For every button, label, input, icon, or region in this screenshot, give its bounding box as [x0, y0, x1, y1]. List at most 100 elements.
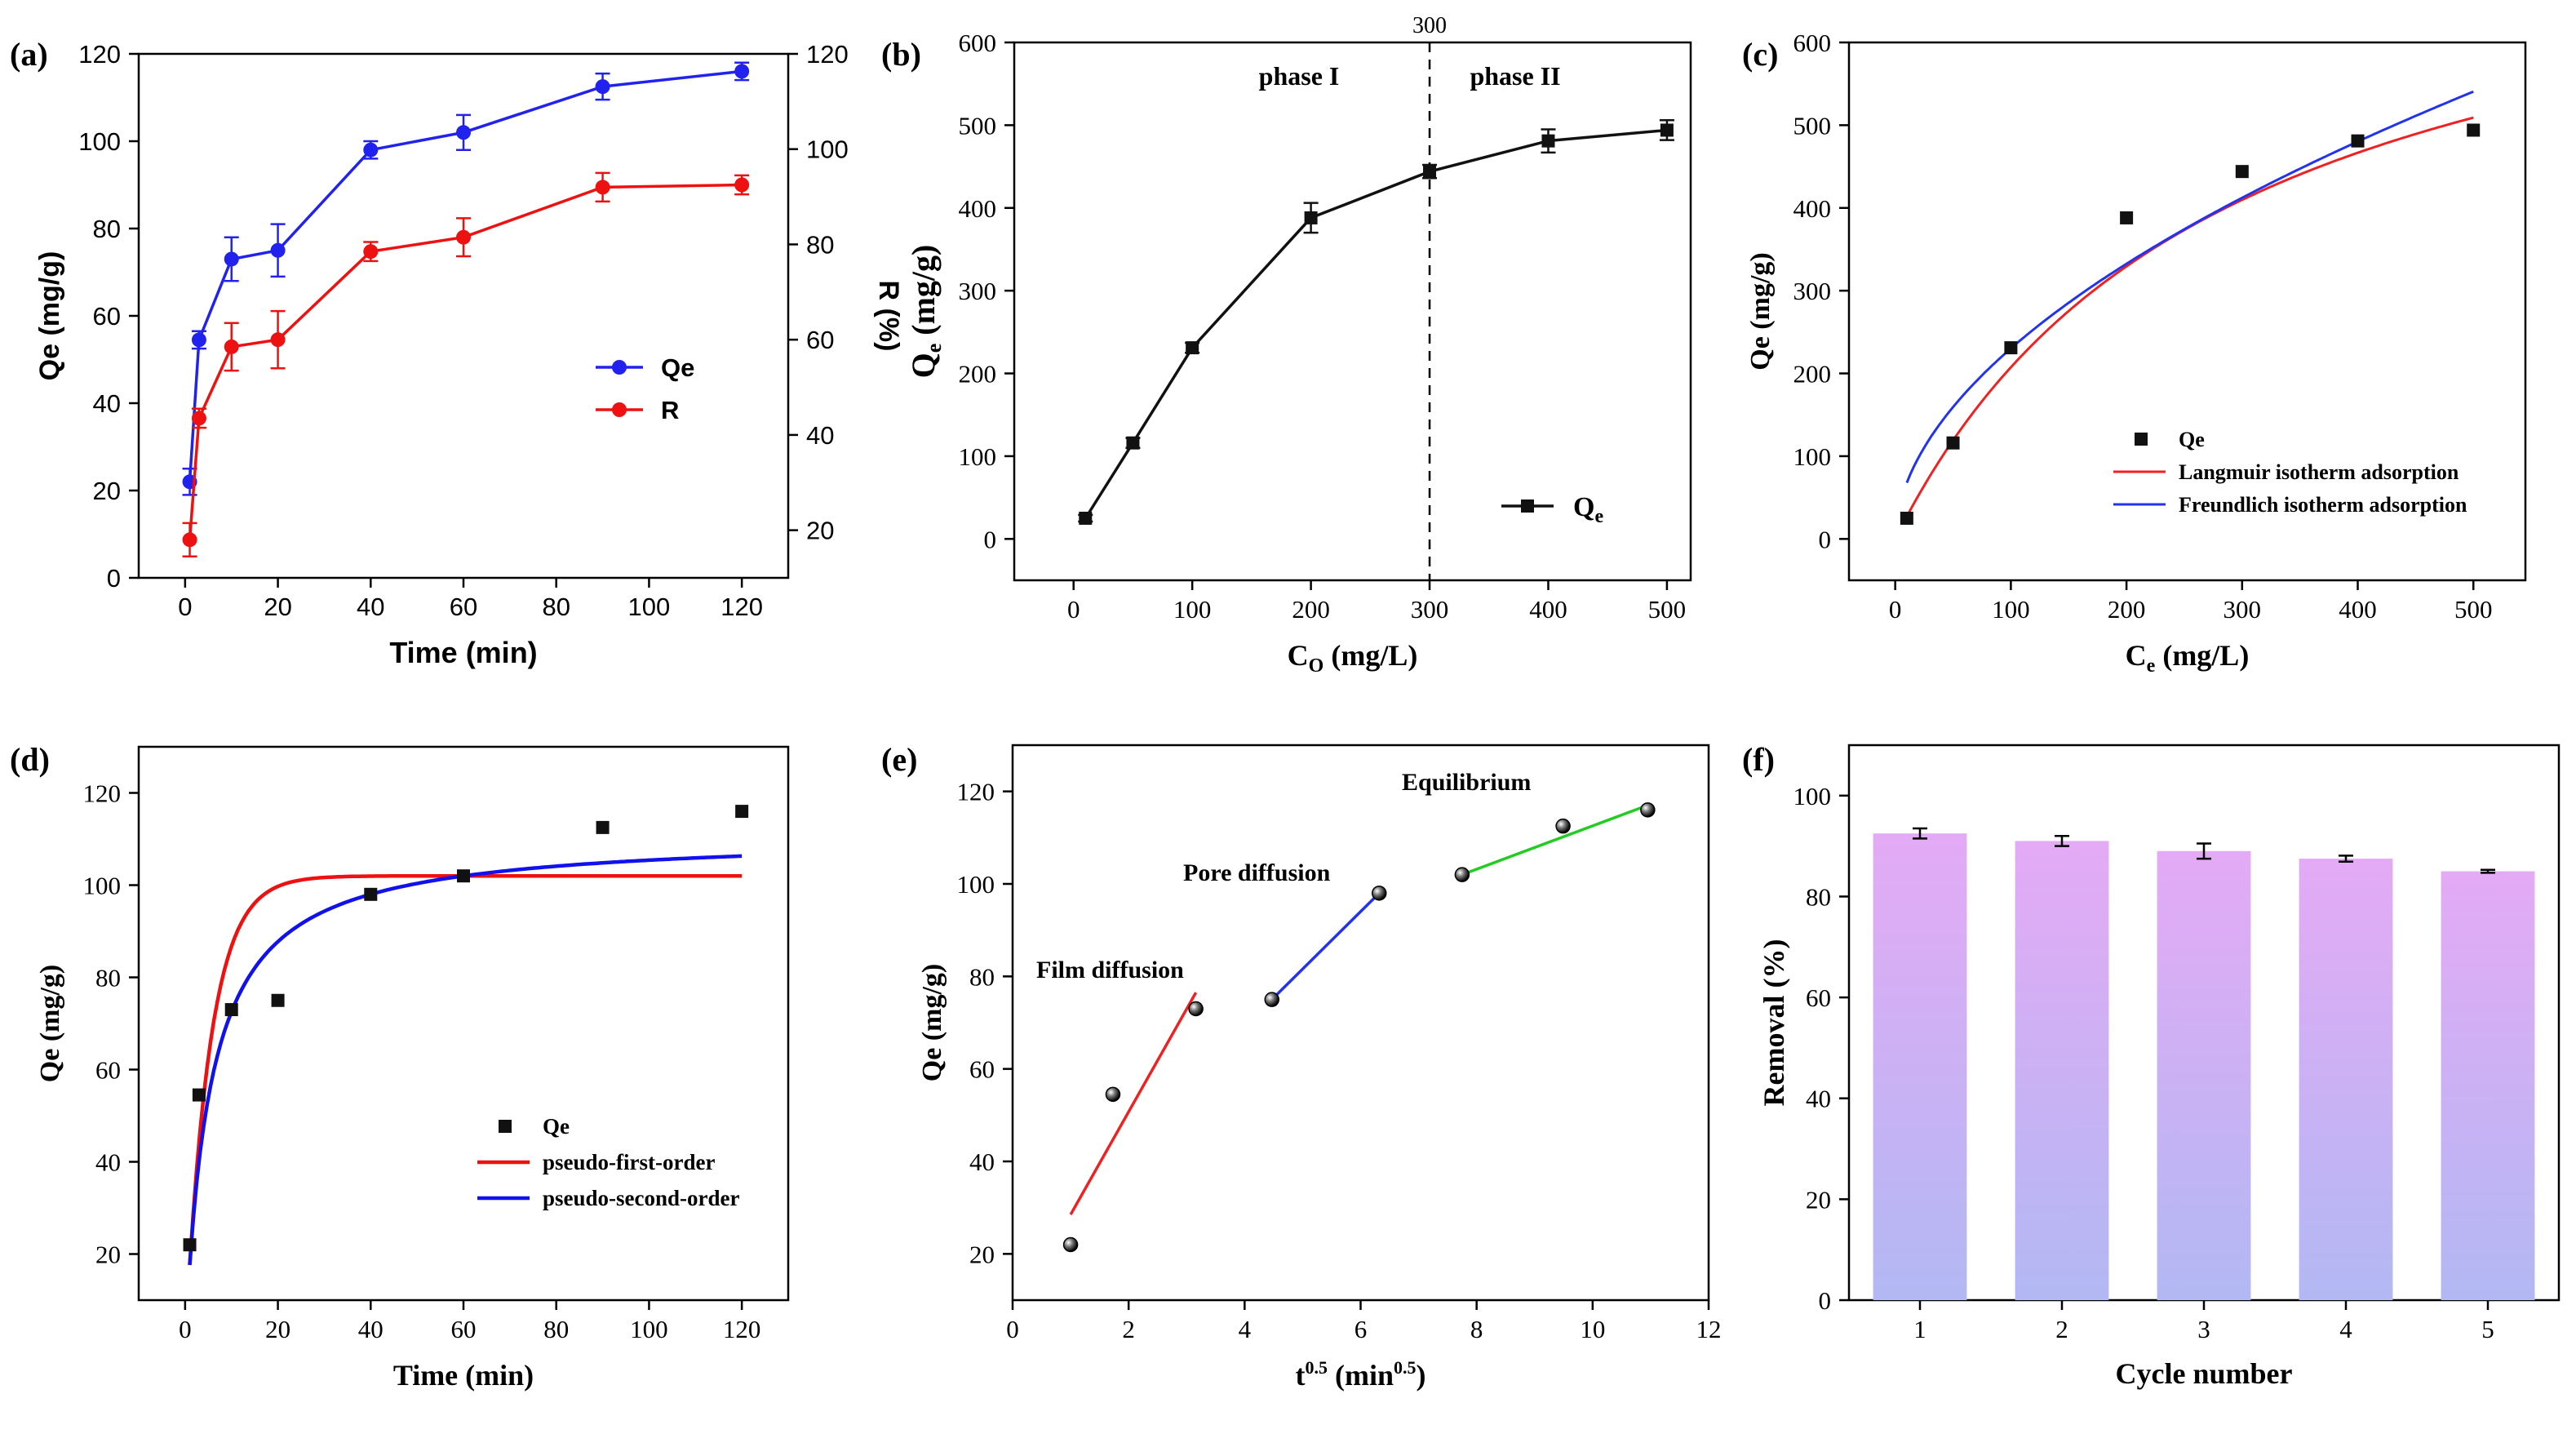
x-tick-label: 60	[450, 593, 477, 621]
error-bar	[1913, 827, 1927, 840]
x-axis-label: Time (min)	[393, 1359, 534, 1392]
data-point	[2467, 123, 2481, 137]
y-right-tick-label: 100	[806, 135, 849, 164]
x-tick-label: 400	[1529, 595, 1567, 624]
fit-curve	[1905, 116, 2474, 517]
data-point	[1660, 123, 1674, 137]
data-point	[1264, 992, 1279, 1007]
x-tick-label: 1	[1913, 1315, 1926, 1343]
y-right-tick-label: 120	[806, 40, 849, 69]
x-tick-label: 20	[265, 1315, 290, 1343]
panel-label: (e)	[881, 741, 917, 778]
error-bar	[2339, 855, 2353, 864]
panel-e: (e) 0 2 4 6 8 10 12 20 40 60 80 100 120 t0.5 (min0.5) Q…	[881, 741, 1722, 1392]
data-point	[456, 229, 471, 245]
y-axis-label: Qe (mg/g)	[917, 964, 947, 1081]
data-point	[183, 1238, 197, 1252]
x-tick-label: 300	[2224, 595, 2262, 624]
x-tick-label: 40	[358, 1315, 384, 1343]
x-tick-label: 5	[2481, 1315, 2494, 1343]
data-point	[224, 251, 239, 267]
legend-label: pseudo-second-order	[543, 1186, 740, 1210]
legend-marker	[612, 360, 627, 375]
x-tick-label: 0	[178, 593, 192, 621]
x-tick-label: 300	[1411, 595, 1449, 624]
error-bar	[2197, 842, 2211, 860]
x-axis-label: Cycle number	[2116, 1357, 2293, 1390]
y-tick-label: 20	[1806, 1185, 1831, 1214]
data-point	[1079, 511, 1093, 525]
x-tick-label: 80	[543, 1315, 569, 1343]
data-point	[1371, 886, 1387, 901]
data-point	[2351, 134, 2365, 148]
y-tick-label: 80	[93, 215, 121, 243]
y-tick-label: 60	[95, 1056, 121, 1085]
y-right-axis-label: R (%)	[873, 281, 904, 352]
series-line	[1084, 128, 1668, 519]
stage-label: Pore diffusion	[1183, 859, 1331, 886]
x-tick-label: 100	[628, 593, 671, 621]
y-tick-label: 20	[93, 477, 121, 505]
data-point	[364, 887, 378, 901]
fit-segment	[1461, 804, 1648, 877]
data-point	[1188, 1001, 1204, 1017]
data-point	[1304, 211, 1318, 224]
legend-label: Qe	[543, 1114, 570, 1139]
y-tick-label: 600	[1793, 29, 1832, 57]
data-point	[2120, 211, 2134, 224]
y-tick-label: 0	[107, 564, 121, 593]
panel-label: (a)	[10, 36, 48, 73]
data-point	[1186, 341, 1199, 355]
x-tick-label: 2	[1122, 1315, 1135, 1343]
legend-label: Qe	[661, 353, 694, 382]
data-point	[191, 411, 206, 426]
data-point	[270, 242, 286, 258]
data-point	[734, 177, 750, 193]
legend-marker	[1521, 499, 1534, 513]
x-tick-label: 0	[1006, 1315, 1019, 1343]
x-tick-label: 4	[2339, 1315, 2352, 1343]
fit-segment	[1270, 892, 1381, 1001]
bar	[1873, 833, 1967, 1300]
panel-d: (d) 0 20 40 60 80 100 120 20 40 60 80 100 120 Time (mi…	[10, 741, 790, 1392]
y-tick-label: 80	[1806, 882, 1831, 911]
x-axis-label: Time (min)	[389, 636, 537, 669]
x-tick-label: 0	[1067, 595, 1080, 624]
y-tick-label: 500	[959, 111, 997, 140]
x-axis-label: CO (mg/L)	[1288, 639, 1418, 677]
y-tick-label: 400	[1793, 194, 1832, 223]
y-tick-label: 0	[1819, 1286, 1832, 1315]
data-point	[735, 805, 749, 819]
data-point	[596, 820, 610, 834]
y-tick-label: 120	[78, 40, 121, 69]
series-line	[188, 69, 743, 482]
y-tick-label: 500	[1793, 111, 1832, 140]
x-axis-label: Ce (mg/L)	[2126, 639, 2250, 677]
x-tick-label: 10	[1580, 1315, 1605, 1343]
data-point	[182, 532, 197, 548]
x-tick-label: 80	[542, 593, 570, 621]
stage-label: Film diffusion	[1036, 957, 1184, 983]
y-tick-label: 200	[1793, 360, 1832, 388]
data-point	[224, 1003, 238, 1017]
y-axis-label: Removal (%)	[1758, 939, 1790, 1107]
x-tick-label: 20	[264, 593, 291, 621]
y-tick-label: 100	[957, 870, 995, 899]
bar	[2015, 841, 2109, 1300]
y-tick-label: 60	[1806, 983, 1831, 1012]
y-axis-label: Qe (mg/g)	[905, 245, 946, 379]
bar	[2157, 850, 2251, 1300]
series-line	[188, 183, 743, 540]
y-tick-label: 120	[957, 778, 995, 806]
data-point	[191, 332, 206, 348]
y-tick-label: 100	[1793, 442, 1832, 471]
y-right-tick-label: 60	[806, 326, 834, 354]
panel-label: (c)	[1742, 36, 1778, 73]
data-point	[456, 125, 471, 140]
data-point	[1062, 1236, 1079, 1253]
x-tick-label: 8	[1470, 1315, 1483, 1343]
panel-c: (c) 0 100 200 300 400 500 0 100 200 300 400 500 600 Ce…	[1742, 29, 2527, 677]
data-point	[1423, 165, 1437, 179]
error-bar	[2055, 835, 2069, 847]
